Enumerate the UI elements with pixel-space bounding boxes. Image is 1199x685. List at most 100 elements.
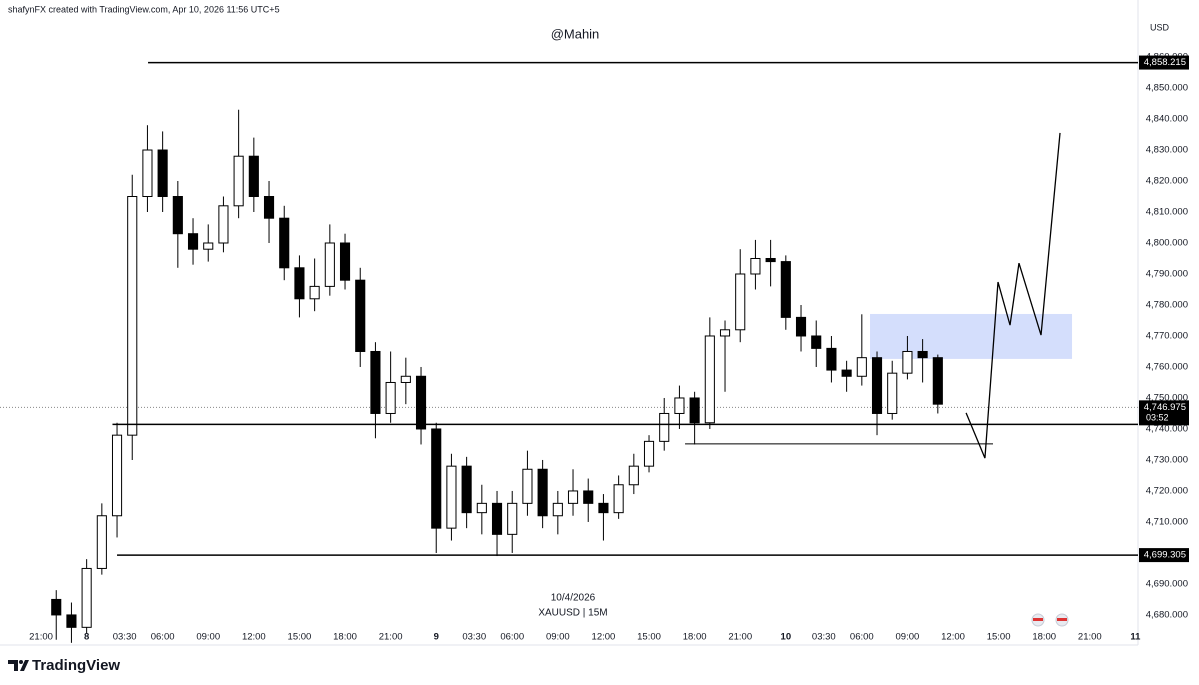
price-tag bbox=[1139, 400, 1189, 426]
candle-body bbox=[66, 614, 77, 628]
candle-body bbox=[689, 397, 700, 424]
y-tick-label: 4,760.000 bbox=[1146, 361, 1188, 372]
candle-body bbox=[51, 598, 62, 616]
candle-body bbox=[522, 468, 533, 504]
x-tick-label: 11 bbox=[1130, 632, 1141, 643]
candle-body bbox=[415, 375, 427, 430]
y-tick-label: 4,720.000 bbox=[1146, 485, 1188, 496]
x-tick-label: 21:00 bbox=[728, 632, 752, 643]
date-label: 10/4/2026 bbox=[551, 593, 596, 604]
x-tick-label: 21:00 bbox=[29, 632, 53, 643]
x-tick-label: 15:00 bbox=[288, 632, 312, 643]
x-tick-label: 09:00 bbox=[546, 632, 570, 643]
y-tick-label: 4,750.000 bbox=[1146, 392, 1188, 403]
candle-body bbox=[294, 267, 305, 300]
x-tick-label: 12:00 bbox=[592, 632, 616, 643]
x-tick-label: 03:30 bbox=[812, 632, 836, 643]
y-tick-label: 4,840.000 bbox=[1146, 114, 1188, 125]
x-tick-label: 15:00 bbox=[637, 632, 661, 643]
candle-body bbox=[871, 357, 883, 414]
candle-body bbox=[567, 490, 579, 504]
x-tick-label: 18:00 bbox=[1032, 632, 1056, 643]
x-tick-label: 09:00 bbox=[196, 632, 220, 643]
candle-body bbox=[552, 502, 563, 517]
candle-body bbox=[491, 502, 503, 535]
x-tick-label: 06:00 bbox=[850, 632, 874, 643]
candle-body bbox=[628, 465, 639, 486]
x-tick-label: 03:30 bbox=[462, 632, 486, 643]
candle-body bbox=[613, 484, 624, 514]
y-tick-label: 4,800.000 bbox=[1146, 238, 1188, 249]
candle-body bbox=[765, 257, 776, 263]
y-tick-label: 4,740.000 bbox=[1146, 423, 1188, 434]
candle-body bbox=[719, 329, 731, 337]
price-tag-label: 4,699.305 bbox=[1144, 550, 1186, 561]
y-tick-label: 4,810.000 bbox=[1146, 207, 1188, 218]
y-tick-label: 4,770.000 bbox=[1146, 330, 1188, 341]
candle-body bbox=[81, 567, 92, 628]
y-tick-label: 4,780.000 bbox=[1146, 300, 1188, 311]
candle-body bbox=[583, 490, 594, 504]
candle-body bbox=[370, 350, 381, 414]
candle-body bbox=[339, 242, 351, 281]
candle-body bbox=[263, 196, 275, 219]
candle-body bbox=[461, 465, 472, 514]
y-tick-label: 4,710.000 bbox=[1146, 516, 1188, 527]
candle-body bbox=[856, 357, 867, 377]
x-tick-label: 18:00 bbox=[683, 632, 707, 643]
countdown: 03:52 bbox=[1146, 413, 1169, 423]
candle-body bbox=[218, 205, 229, 244]
x-tick-label: 8 bbox=[84, 632, 89, 643]
candle-body bbox=[324, 242, 335, 287]
candle-body bbox=[142, 149, 153, 198]
price-tag-label: 4,746.975 bbox=[1144, 402, 1186, 413]
candle-body bbox=[537, 468, 548, 517]
candle-body bbox=[476, 502, 487, 514]
logo bbox=[8, 660, 29, 671]
x-tick-label: 21:00 bbox=[379, 632, 403, 643]
candle-body bbox=[735, 273, 746, 331]
x-tick-label: 15:00 bbox=[987, 632, 1011, 643]
flags bbox=[1031, 613, 1069, 627]
candle-body bbox=[598, 502, 609, 514]
candle-body bbox=[111, 434, 123, 517]
candle-body bbox=[309, 285, 320, 300]
x-tick-label: 09:00 bbox=[896, 632, 920, 643]
candle-body bbox=[203, 242, 214, 250]
chart-title: @Mahin bbox=[551, 26, 600, 41]
x-tick-label: 06:00 bbox=[151, 632, 175, 643]
candle-body bbox=[96, 515, 107, 569]
y-tick-label: 4,820.000 bbox=[1146, 176, 1188, 187]
y-tick-label: 4,680.000 bbox=[1146, 609, 1188, 620]
price-tag bbox=[1139, 55, 1189, 70]
candle-body bbox=[750, 257, 761, 275]
candle-body bbox=[811, 335, 822, 349]
candle-body bbox=[826, 347, 837, 371]
candle-body bbox=[887, 372, 898, 414]
brand: TradingView bbox=[32, 657, 120, 674]
candle-body bbox=[172, 196, 183, 235]
candle-body bbox=[279, 217, 290, 269]
candle-body bbox=[446, 465, 457, 529]
candle-body bbox=[400, 375, 411, 383]
candle-body bbox=[917, 350, 928, 359]
y-tick-label: 4,730.000 bbox=[1146, 454, 1188, 465]
y-tick-label: 4,790.000 bbox=[1146, 269, 1188, 280]
candle-body bbox=[643, 440, 655, 467]
currency: USD bbox=[1150, 22, 1170, 32]
header: shafynFX created with TradingView.com, A… bbox=[8, 4, 280, 14]
projection-path bbox=[965, 132, 1061, 459]
x-tick-label: 9 bbox=[434, 632, 439, 643]
price-tag bbox=[1139, 548, 1189, 563]
candle-body bbox=[507, 502, 518, 535]
x-tick-label: 03:30 bbox=[113, 632, 137, 643]
candle-body bbox=[674, 397, 685, 414]
plot bbox=[0, 109, 1138, 643]
candle-body bbox=[704, 335, 715, 424]
x-tick-label: 18:00 bbox=[333, 632, 357, 643]
candle-body bbox=[355, 279, 366, 352]
candle-body bbox=[932, 357, 943, 405]
candle-body bbox=[157, 149, 168, 198]
candle-body bbox=[431, 428, 442, 529]
